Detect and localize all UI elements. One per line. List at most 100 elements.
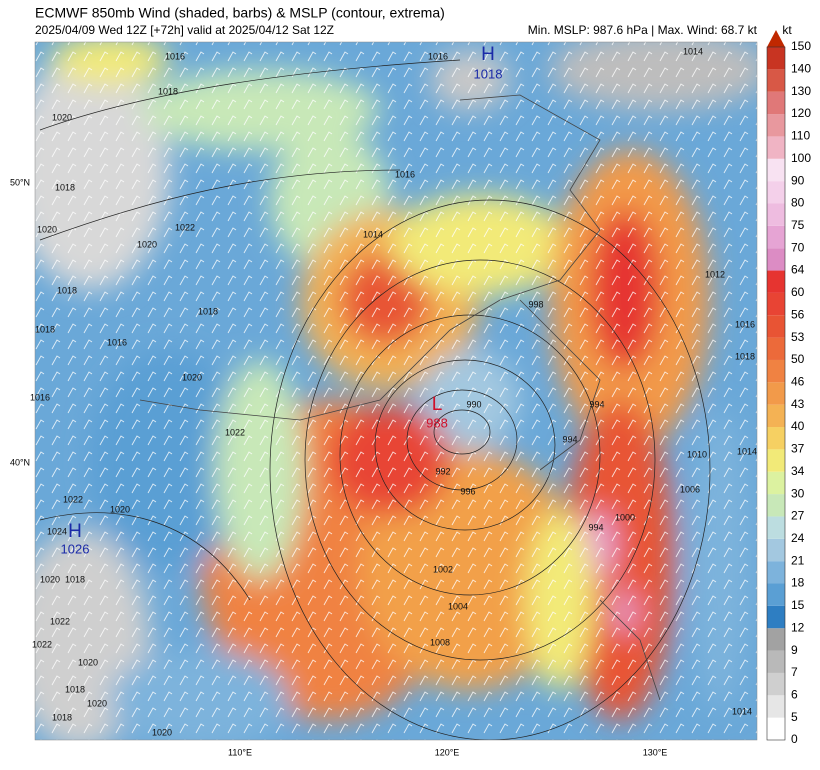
colorbar-block (767, 114, 785, 137)
contour-label: 1020 (137, 239, 157, 249)
contour-label: 1020 (182, 372, 202, 382)
contour-label: 1012 (705, 269, 725, 279)
colorbar-block (767, 91, 785, 115)
contour-label: 990 (466, 399, 481, 409)
contour-label: 1018 (198, 306, 218, 316)
colorbar-block (767, 292, 785, 316)
stats: Min. MSLP: 987.6 hPa | Max. Wind: 68.7 k… (528, 23, 758, 37)
contour-label: 1018 (55, 182, 75, 192)
colorbar-label: 15 (791, 598, 805, 612)
colorbar-label: 90 (791, 173, 805, 187)
colorbar-block (767, 628, 785, 651)
contour-label: 1008 (430, 637, 450, 647)
colorbar-label: 34 (791, 464, 805, 478)
colorbar-label: 18 (791, 576, 805, 590)
colorbar-label: 9 (791, 643, 798, 657)
colorbar-label: 50 (791, 352, 805, 366)
colorbar-block (767, 181, 785, 204)
colorbar-label: 60 (791, 285, 805, 299)
contour-label: 994 (562, 434, 577, 444)
colorbar-block (767, 158, 785, 182)
colorbar-block (767, 427, 785, 450)
colorbar-frame (766, 46, 786, 741)
map (35, 42, 757, 740)
contour-label: 1022 (50, 616, 70, 626)
colorbar-label: 64 (791, 263, 805, 277)
isobars (39, 59, 711, 740)
contour-label: 1020 (37, 224, 57, 234)
colorbar-label: 130 (791, 84, 811, 98)
colorbar-block (767, 672, 785, 696)
colorbar-unit: kt (782, 23, 792, 37)
contour-label: 994 (589, 399, 604, 409)
colorbar-label: 56 (791, 307, 805, 321)
colorbar-block (767, 359, 785, 383)
colorbar-block (767, 248, 785, 271)
contour-label: 1018 (65, 574, 85, 584)
colorbar-block (767, 136, 785, 159)
colorbar-label: 0 (791, 732, 798, 746)
colorbar-label: 80 (791, 196, 805, 210)
colorbar-block (767, 337, 785, 360)
contour-label: 1022 (175, 222, 195, 232)
contour-label: 1022 (63, 494, 83, 504)
contour-label: 1014 (732, 706, 752, 716)
contour-label: 1018 (735, 351, 755, 361)
colorbar-block (767, 382, 785, 405)
pressure-center-letter: H (481, 44, 495, 65)
lon-label: 120°E (435, 747, 460, 757)
colorbar-label: 140 (791, 62, 811, 76)
borders (139, 94, 661, 701)
colorbar-label: 30 (791, 486, 805, 500)
pressure-center-value: 1026 (61, 541, 90, 556)
contour-label: 1016 (165, 51, 185, 61)
contour-label: 1000 (615, 512, 635, 522)
colorbar-block (767, 315, 785, 338)
colorbar-block (767, 404, 785, 428)
colorbar-label: 7 (791, 665, 798, 679)
contour-label: 1020 (78, 657, 98, 667)
contour-label: 1020 (87, 698, 107, 708)
contour-label: 1020 (152, 727, 172, 737)
colorbar-block (767, 471, 785, 495)
colorbar-block (767, 605, 785, 629)
contour-label: 992 (435, 466, 450, 476)
contour-label: 1010 (687, 449, 707, 459)
colorbar-block (767, 583, 785, 606)
colorbar-label: 40 (791, 419, 805, 433)
colorbar-block (767, 717, 785, 740)
colorbar-block (767, 695, 785, 718)
colorbar-label: 120 (791, 106, 811, 120)
wind-barbs (35, 42, 757, 740)
contour-label: 1020 (40, 574, 60, 584)
colorbar-block (767, 650, 785, 673)
colorbar-block (767, 494, 785, 517)
colorbar-label: 27 (791, 509, 805, 523)
lat-label: 40°N (10, 457, 30, 467)
colorbar-label: 150 (791, 39, 811, 53)
colorbar-label: 53 (791, 330, 805, 344)
colorbar-label: 46 (791, 374, 805, 388)
lon-label: 130°E (643, 747, 668, 757)
contour-label: 1024 (47, 526, 67, 536)
colorbar-label: 12 (791, 620, 805, 634)
contour-label: 1020 (110, 504, 130, 514)
colorbar-label: 110 (791, 129, 810, 143)
contour-label: 998 (528, 299, 543, 309)
colorbar-block (767, 561, 785, 584)
contour-label: 1004 (448, 601, 468, 611)
lon-label: 110°E (228, 747, 252, 757)
pressure-center-value: 1018 (474, 66, 503, 81)
pressure-center-letter: L (432, 394, 443, 415)
subtitle: 2025/04/09 Wed 12Z [+72h] valid at 2025/… (35, 23, 334, 37)
pressure-center-letter: H (68, 521, 82, 542)
contour-label: 1016 (428, 51, 448, 61)
colorbar-label: 5 (791, 710, 798, 724)
pressure-center-value: 988 (426, 415, 448, 430)
contour-label: 1016 (107, 337, 127, 347)
contour-label: 1022 (32, 639, 52, 649)
lat-label: 50°N (10, 177, 30, 187)
contour-label: 996 (460, 486, 475, 496)
